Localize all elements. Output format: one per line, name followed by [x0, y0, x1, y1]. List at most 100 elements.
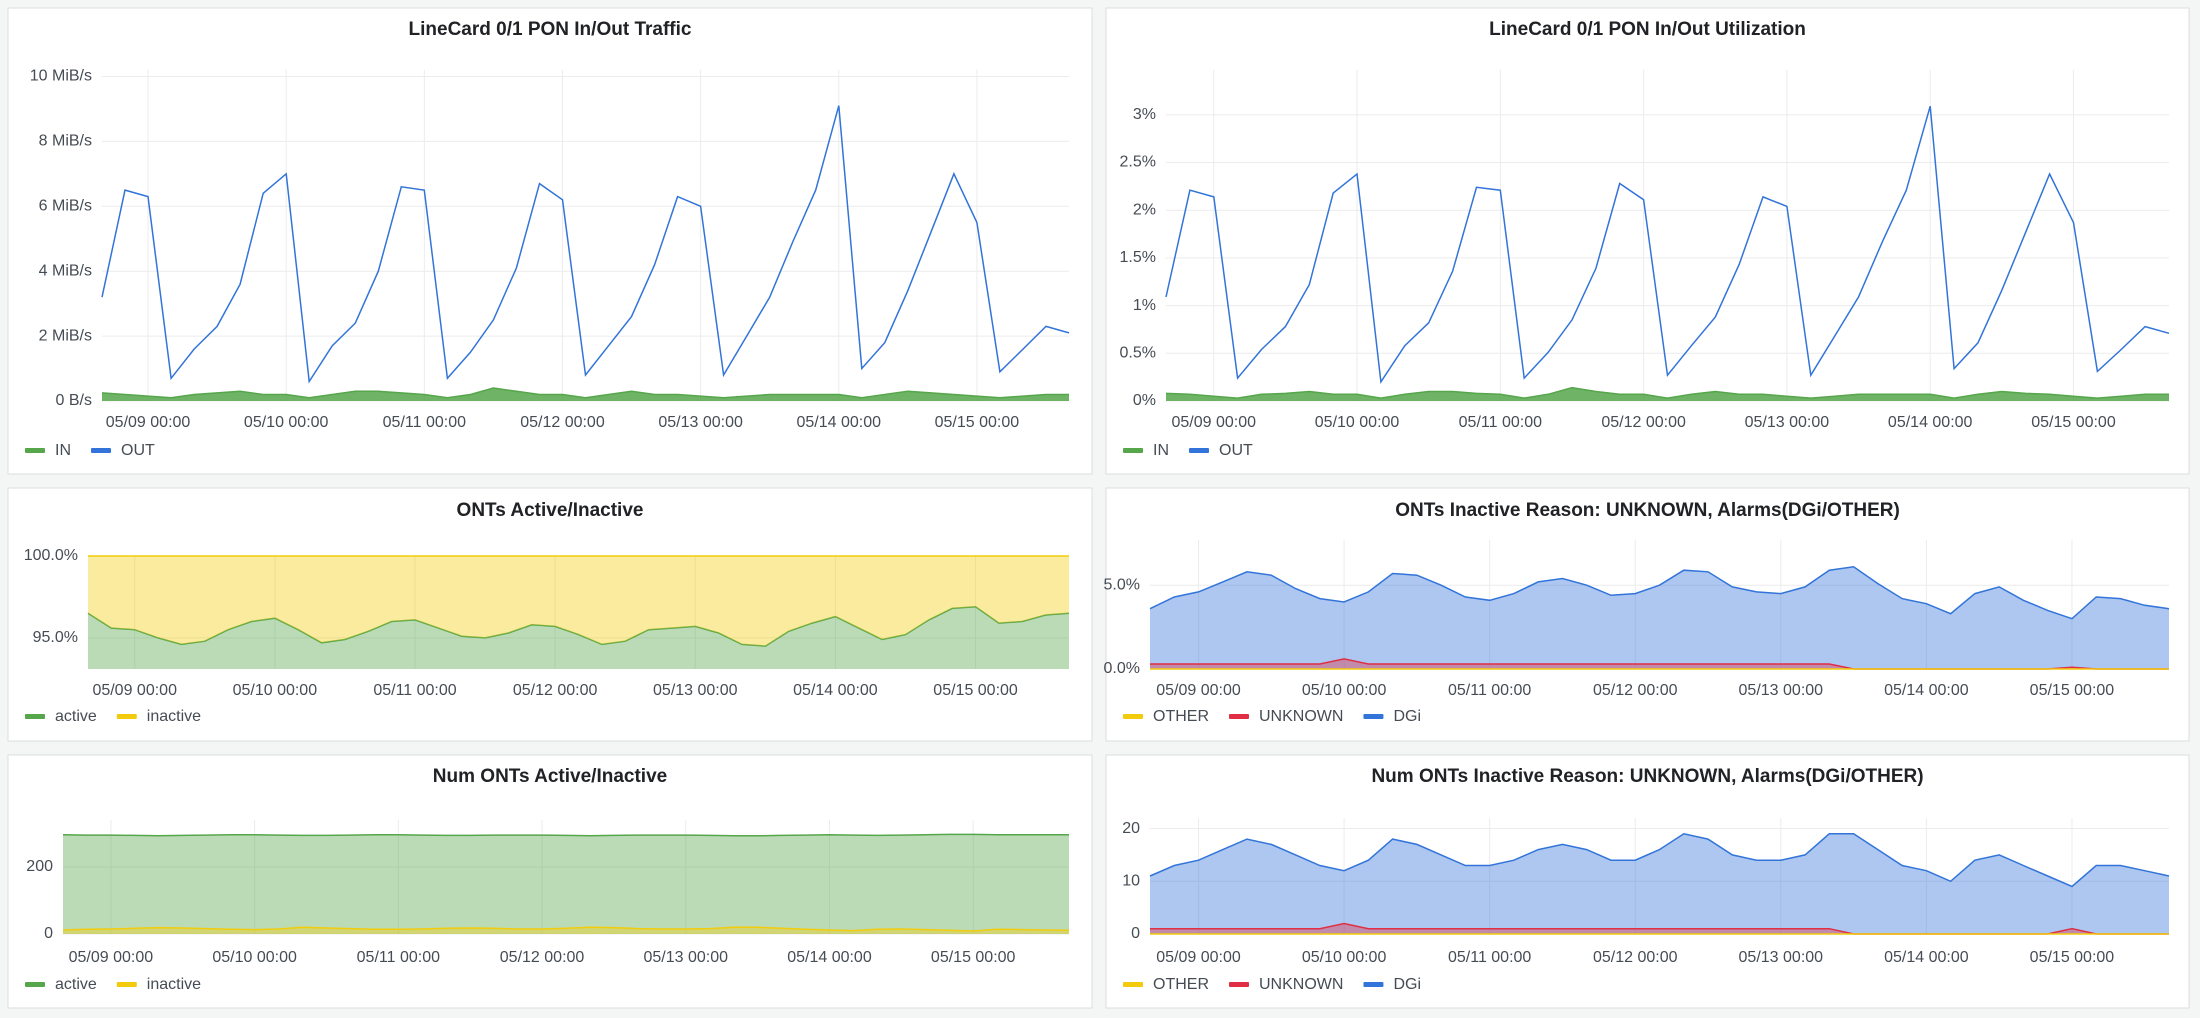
legend-swatch [1229, 982, 1249, 987]
panel [1105, 7, 2190, 475]
x-tick-label: 05/15 00:00 [2030, 949, 2115, 966]
x-tick-label: 05/14 00:00 [1884, 682, 1969, 699]
y-tick-label: 4 MiB/s [39, 262, 92, 279]
x-tick-label: 05/10 00:00 [212, 949, 297, 966]
y-tick-label: 200 [26, 858, 53, 875]
y-tick-label: 0.5% [1120, 345, 1156, 362]
x-tick-label: 05/09 00:00 [1156, 949, 1241, 966]
y-tick-label: 0.0% [1104, 660, 1140, 677]
x-tick-label: 05/13 00:00 [658, 414, 743, 431]
y-tick-label: 0% [1133, 392, 1156, 409]
x-tick-label: 05/12 00:00 [513, 682, 598, 699]
legend-swatch [1123, 714, 1143, 719]
y-tick-label: 10 MiB/s [30, 68, 92, 85]
legend-label: OTHER [1153, 976, 1209, 993]
x-tick-label: 05/10 00:00 [1315, 414, 1400, 431]
legend-label: active [55, 708, 97, 725]
series-line [101, 387, 1069, 399]
x-tick-label: 05/13 00:00 [1745, 414, 1830, 431]
x-tick-label: 05/12 00:00 [1593, 682, 1678, 699]
series-line [1165, 386, 2169, 399]
y-tick-label: 0 [44, 925, 53, 942]
series-area [88, 556, 1069, 647]
y-tick-label: 3% [1133, 106, 1156, 123]
series-line [62, 926, 1070, 932]
x-tick-label: 05/14 00:00 [1888, 414, 1973, 431]
legend-label: UNKNOWN [1259, 976, 1343, 993]
y-tick-label: 5.0% [1104, 576, 1140, 593]
legend-label: inactive [147, 976, 201, 993]
y-tick-label: 95.0% [33, 629, 78, 646]
x-tick-label: 05/09 00:00 [106, 414, 191, 431]
series-area [102, 388, 1069, 401]
x-tick-label: 05/10 00:00 [244, 414, 329, 431]
legend-label: active [55, 976, 97, 993]
x-tick-label: 05/15 00:00 [933, 682, 1018, 699]
panel [7, 7, 1093, 475]
legend-label: IN [55, 442, 71, 459]
panel-title: ONTs Inactive Reason: UNKNOWN, Alarms(DG… [1395, 500, 1900, 521]
panel-title: Num ONTs Inactive Reason: UNKNOWN, Alarm… [1371, 766, 1923, 787]
legend-label: IN [1153, 442, 1169, 459]
legend-label: DGi [1393, 708, 1421, 725]
y-tick-label: 1.5% [1120, 249, 1156, 266]
legend-label: UNKNOWN [1259, 708, 1343, 725]
x-tick-label: 05/11 00:00 [1448, 949, 1531, 966]
x-tick-label: 05/09 00:00 [69, 949, 154, 966]
panel [7, 487, 1093, 742]
y-tick-label: 10 [1122, 872, 1140, 889]
legend-label: DGi [1393, 976, 1421, 993]
x-tick-label: 05/12 00:00 [520, 414, 605, 431]
x-tick-label: 05/14 00:00 [787, 949, 872, 966]
legend-label: OUT [1219, 442, 1253, 459]
x-tick-label: 05/11 00:00 [383, 414, 466, 431]
x-tick-label: 05/13 00:00 [1739, 949, 1824, 966]
series-line [87, 606, 1070, 647]
y-tick-label: 100.0% [24, 547, 78, 564]
legend-swatch [1229, 714, 1249, 719]
series-line [1165, 105, 2170, 385]
x-tick-label: 05/15 00:00 [2031, 414, 2116, 431]
x-tick-label: 05/13 00:00 [1739, 682, 1824, 699]
legend-swatch [116, 982, 137, 987]
series-line [62, 833, 1069, 837]
x-tick-label: 05/11 00:00 [1459, 414, 1542, 431]
y-tick-label: 1% [1133, 297, 1156, 314]
x-tick-label: 05/13 00:00 [643, 949, 728, 966]
legend-swatch [116, 714, 137, 719]
x-tick-label: 05/15 00:00 [935, 414, 1020, 431]
panel-title: LineCard 0/1 PON In/Out Traffic [409, 19, 692, 40]
series-area [63, 927, 1069, 934]
legend-swatch [1123, 982, 1143, 987]
y-tick-label: 2.5% [1120, 154, 1156, 171]
x-tick-label: 05/15 00:00 [2030, 682, 2115, 699]
legend-label: OUT [121, 442, 155, 459]
x-tick-label: 05/11 00:00 [373, 682, 456, 699]
y-tick-label: 0 B/s [56, 392, 92, 409]
x-tick-label: 05/14 00:00 [796, 414, 881, 431]
legend-label: OTHER [1153, 708, 1209, 725]
series-area [1150, 566, 2169, 669]
y-tick-label: 8 MiB/s [39, 133, 92, 150]
y-tick-label: 0 [1131, 925, 1140, 942]
legend-swatch [25, 714, 45, 719]
panel-title: LineCard 0/1 PON In/Out Utilization [1489, 19, 1806, 40]
legend-swatch [1189, 448, 1209, 453]
x-tick-label: 05/09 00:00 [92, 682, 177, 699]
legend-swatch [1363, 982, 1384, 987]
x-tick-label: 05/13 00:00 [653, 682, 738, 699]
x-tick-label: 05/12 00:00 [1593, 949, 1678, 966]
x-tick-label: 05/09 00:00 [1171, 414, 1256, 431]
x-tick-label: 05/10 00:00 [233, 682, 318, 699]
legend-swatch [91, 448, 111, 453]
legend-swatch [25, 982, 45, 987]
y-tick-label: 20 [1122, 820, 1140, 837]
legend-swatch [1123, 448, 1143, 453]
panel-title: ONTs Active/Inactive [457, 500, 644, 521]
panel [1105, 487, 2190, 742]
x-tick-label: 05/12 00:00 [1601, 414, 1686, 431]
x-tick-label: 05/14 00:00 [793, 682, 878, 699]
x-tick-label: 05/12 00:00 [500, 949, 585, 966]
x-tick-label: 05/15 00:00 [931, 949, 1016, 966]
